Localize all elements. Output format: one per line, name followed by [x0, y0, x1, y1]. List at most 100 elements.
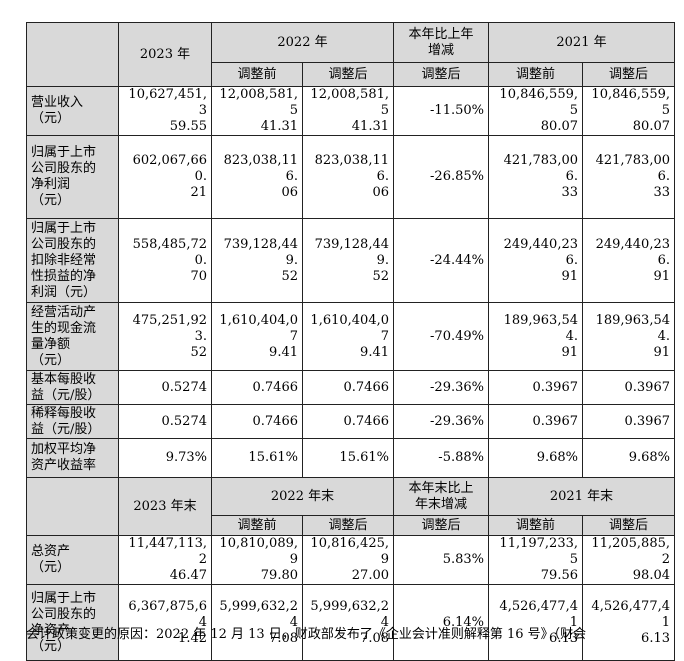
header-change-line1: 本年比上年 — [408, 26, 474, 42]
cell-v2023: 602,067,660. 21 — [118, 135, 212, 219]
subheader2-2021-after: 调整后 — [582, 515, 675, 536]
cell-value-line: 5,999,632,24 — [310, 598, 389, 630]
cell-change: -29.36% — [393, 404, 489, 439]
cell-value-line: 9.73% — [165, 450, 207, 465]
row-label-line: 公司股东的 — [31, 236, 97, 252]
subheader2-2022-before: 调整前 — [211, 515, 303, 536]
financial-indicators-table: 2023 年 2022 年 本年比上年 增减 2021 年 调整前 调整后 调整… — [26, 22, 675, 661]
cell-value-line: 41.31 — [351, 119, 389, 134]
table-row: 加权平均净 资产收益率 9.73% 15.61% 15.61% -5.88% 9.68% 9.… — [26, 438, 675, 478]
table-row: 稀释每股收 益（元/股） 0.5274 0.7466 0.7466 -29.36% 0.39… — [26, 404, 675, 439]
cell-value-line: 46.47 — [169, 568, 207, 583]
cell-v2021-after: 10,846,559,5 80.07 — [582, 86, 675, 136]
cell-v2021-before: 4,526,477,41 6.13 — [488, 584, 583, 661]
cell-v2023: 9.73% — [118, 438, 212, 478]
row-label-line: 归属于上市 — [31, 220, 97, 236]
header2-change: 本年末比上 年末增减 — [393, 477, 489, 516]
subheader2-change-after: 调整后 — [393, 515, 489, 536]
row-label-line: （元） — [31, 352, 71, 368]
cell-value-line: 79.56 — [540, 568, 578, 583]
row-label: 归属于上市 公司股东的 净利润 （元） — [26, 135, 119, 219]
cell-change: -5.88% — [393, 438, 489, 478]
header2-2022: 2022 年末 — [211, 477, 394, 516]
row-label-line: 益（元/股） — [31, 421, 101, 437]
cell-v2021-after: 0.3967 — [582, 404, 675, 439]
cell-v2021-before: 189,963,544. 91 — [488, 302, 583, 371]
table-row: 归属于上市 公司股东的 扣除非经常 性损益的净 利润（元） 558,485,720. 70 7… — [26, 218, 675, 303]
row-label-line: 净资产 — [31, 622, 71, 638]
row-label-line: 性损益的净 — [31, 268, 97, 284]
cell-v2023: 6,367,875,64 1.42 — [118, 584, 212, 661]
cell-change: 5.83% — [393, 535, 489, 585]
subheader-2021-after: 调整后 — [582, 62, 675, 87]
cell-value-line: 9.68% — [536, 450, 578, 465]
cell-value-line: 41.31 — [260, 119, 298, 134]
cell-change: -26.85% — [393, 135, 489, 219]
cell-value-line: 11,447,113,2 — [128, 536, 207, 567]
cell-value-line: 6,367,875,64 — [128, 598, 207, 630]
cell-value-line: 1,610,404,07 — [310, 312, 389, 344]
cell-value-line: 91 — [561, 344, 578, 360]
cell-v2023: 0.5274 — [118, 370, 212, 405]
cell-value-line: 9.41 — [360, 344, 389, 360]
row-label: 归属于上市 公司股东的 净资产 （元） — [26, 584, 119, 661]
cell-v2022-after: 0.7466 — [302, 404, 394, 439]
cell-change: -29.36% — [393, 370, 489, 405]
header-2021: 2021 年 — [488, 22, 675, 63]
row-label-line: 量净额 — [31, 336, 71, 352]
subheader2-2022-after: 调整后 — [302, 515, 394, 536]
cell-v2021-after: 249,440,236. 91 — [582, 218, 675, 303]
cell-value-line: 79.80 — [260, 568, 298, 583]
header-change-line2: 增减 — [427, 42, 454, 58]
cell-change: -24.44% — [393, 218, 489, 303]
cell-value-line: 823,038,116. — [223, 153, 298, 184]
cell-v2022-before: 5,999,632,24 7.08 — [211, 584, 303, 661]
row-label-line: 稀释每股收 — [31, 405, 97, 421]
cell-value-line: 0.5274 — [161, 379, 208, 395]
cell-value-line: 21 — [190, 185, 207, 200]
row-label-line: （元） — [31, 111, 71, 126]
cell-v2022-before: 739,128,449. 52 — [211, 218, 303, 303]
cell-value-line: 9.68% — [628, 450, 670, 465]
cell-v2022-after: 12,008,581,5 41.31 — [302, 86, 394, 136]
cell-value-line: 249,440,236. — [503, 236, 578, 268]
cell-value-line: 558,485,720. — [132, 236, 207, 268]
cell-v2022-before: 10,810,089,9 79.80 — [211, 535, 303, 585]
row-label-line: 加权平均净 — [31, 442, 97, 457]
cell-v2022-after: 1,610,404,07 9.41 — [302, 302, 394, 371]
row-label-line: 净利润 — [31, 177, 71, 192]
cell-value-line: 189,963,544. — [503, 312, 578, 344]
subheader2-2021-before: 调整前 — [488, 515, 583, 536]
cell-v2021-before: 0.3967 — [488, 370, 583, 405]
subheader-2022-before: 调整前 — [211, 62, 303, 87]
cell-value-line: 10,810,089,9 — [219, 536, 298, 567]
cell-v2021-before: 11,197,233,5 79.56 — [488, 535, 583, 585]
cell-value-line: 06 — [281, 185, 298, 200]
cell-value-line: 91 — [561, 268, 578, 284]
table-row: 总资产 （元） 11,447,113,2 46.47 10,810,089,9 79.80… — [26, 535, 675, 585]
table-row: 经营活动产 生的现金流 量净额 （元） 475,251,923. 52 1,610,404,… — [26, 302, 675, 371]
cell-value-line: 15.61% — [339, 450, 389, 465]
header2-2023: 2023 年末 — [118, 477, 212, 536]
table-row: 归属于上市 公司股东的 净利润 （元） 602,067,660. 21 823,038,11… — [26, 135, 675, 219]
cell-v2023: 0.5274 — [118, 404, 212, 439]
row-label-line: 公司股东的 — [31, 606, 97, 622]
cell-value-line: 0.3967 — [532, 413, 579, 429]
cell-v2021-before: 0.3967 — [488, 404, 583, 439]
cell-value-line: 739,128,449. — [223, 236, 298, 268]
cell-v2022-before: 1,610,404,07 9.41 — [211, 302, 303, 371]
cell-value-line: 10,816,425,9 — [310, 536, 389, 567]
cell-value-line: 27.00 — [351, 568, 389, 583]
cell-value-line: 91 — [653, 268, 670, 284]
cell-value-line: 52 — [281, 268, 298, 284]
cell-value-line: 10,846,559,5 — [499, 87, 578, 118]
cell-v2022-before: 823,038,116. 06 — [211, 135, 303, 219]
row-label: 归属于上市 公司股东的 扣除非经常 性损益的净 利润（元） — [26, 218, 119, 303]
cell-v2021-after: 4,526,477,41 6.13 — [582, 584, 675, 661]
cell-value-line: 0.7466 — [343, 379, 390, 395]
cell-value-line: 06 — [372, 185, 389, 200]
subheader-2022-after: 调整后 — [302, 62, 394, 87]
cell-v2023: 10,627,451,3 59.55 — [118, 86, 212, 136]
row-label-line: 归属于上市 — [31, 590, 97, 606]
row-label-line: 益（元/股） — [31, 387, 101, 403]
